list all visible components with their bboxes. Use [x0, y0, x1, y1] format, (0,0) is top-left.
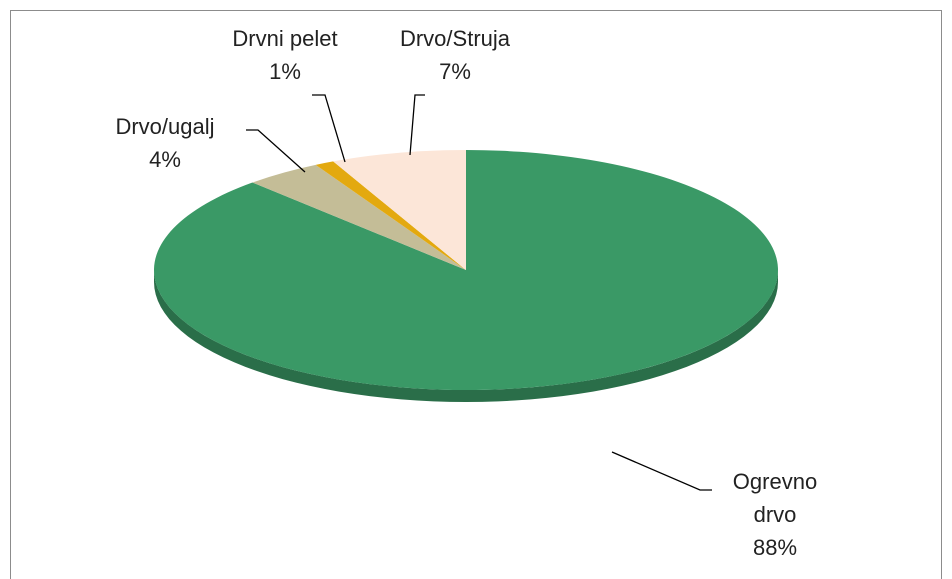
value-label: 4%: [149, 147, 181, 172]
pie-slice: [315, 161, 466, 270]
value-label: 88%: [752, 535, 798, 560]
data-label: Drvo/ugalj 4%: [95, 110, 235, 176]
data-label: Ogrevno drvo 88%: [715, 465, 835, 564]
category-label: Drvo/Struja: [399, 26, 511, 51]
category-label: Ogrevno drvo: [732, 469, 818, 527]
leader-line: [312, 94, 346, 163]
category-label: Drvni pelet: [232, 26, 338, 51]
category-label: Drvo/ugalj: [115, 114, 215, 139]
data-label: Drvo/Struja 7%: [370, 22, 540, 88]
value-label: 7%: [439, 59, 471, 84]
pie-slice: [252, 164, 466, 270]
pie-slice: [333, 150, 466, 270]
value-label: 1%: [269, 59, 301, 84]
leader-line: [611, 451, 712, 491]
leader-line: [409, 94, 425, 156]
leader-line: [246, 129, 306, 173]
data-label: Drvni pelet 1%: [210, 22, 360, 88]
